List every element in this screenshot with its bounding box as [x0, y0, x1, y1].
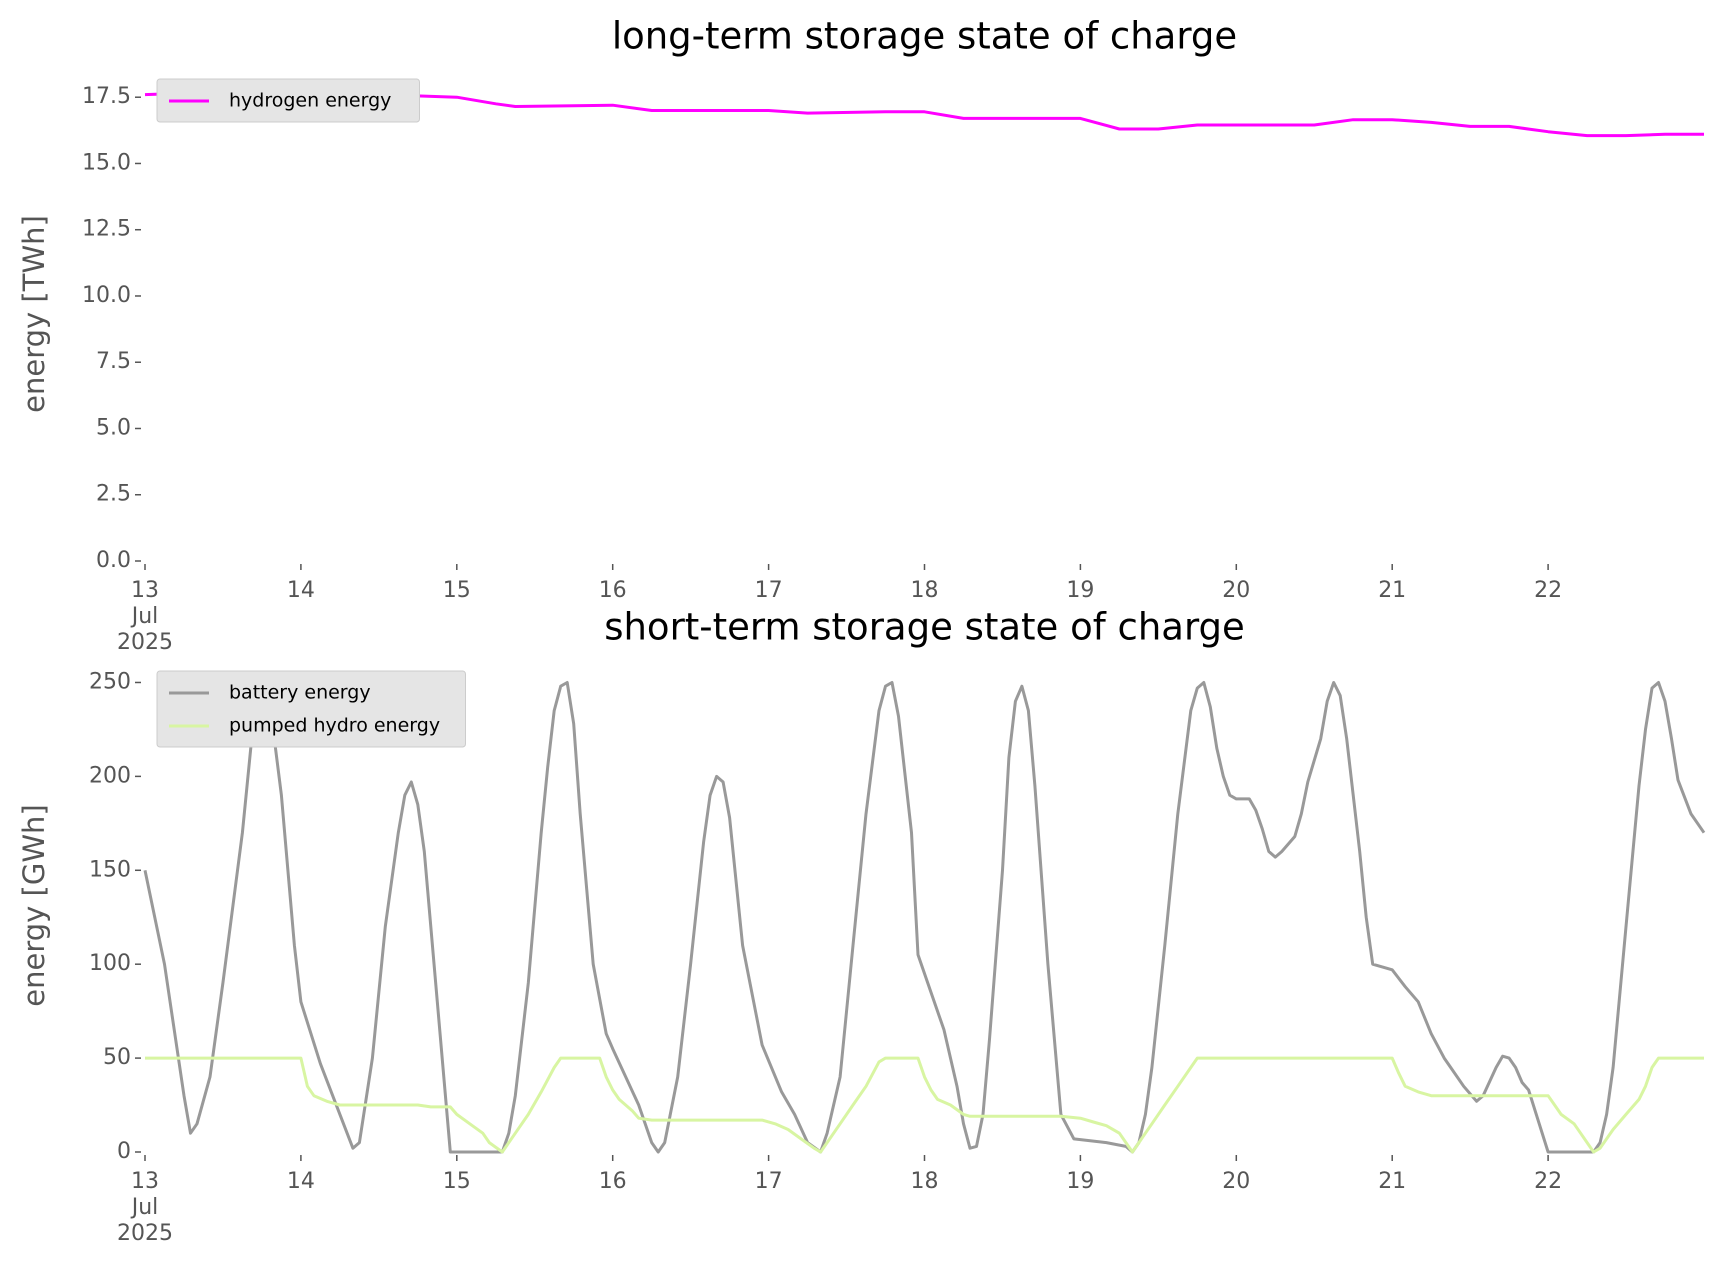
y-tick-label: 12.5 — [82, 217, 131, 242]
x-tick-label: 18 — [911, 1169, 939, 1194]
y-axis-label: energy [TWh] — [17, 215, 51, 413]
x-tick-label: 15 — [443, 1169, 471, 1194]
x-tick-label: 13 Jul 2025 — [117, 1169, 173, 1246]
x-tick-label: 17 — [755, 578, 783, 603]
y-tick-label: 5.0 — [96, 415, 131, 440]
x-tick-label: 14 — [287, 1169, 315, 1194]
legend-label: battery energy — [229, 682, 371, 704]
y-tick-label: 0.0 — [96, 548, 131, 573]
x-tick-label: 19 — [1066, 578, 1094, 603]
chart-title: long-term storage state of charge — [612, 15, 1237, 58]
x-tick-label: 13 Jul 2025 — [117, 578, 173, 655]
legend: battery energy pumped hydro energy — [156, 670, 466, 748]
x-tick-label: 21 — [1378, 578, 1406, 603]
x-tick-label: 18 — [911, 578, 939, 603]
x-tick-label: 17 — [755, 1169, 783, 1194]
x-tick-label: 22 — [1534, 578, 1562, 603]
chart-title: short-term storage state of charge — [604, 606, 1245, 649]
legend-label: pumped hydro energy — [229, 715, 440, 737]
y-tick-label: 200 — [89, 763, 131, 788]
x-tick-label: 19 — [1066, 1169, 1094, 1194]
legend: hydrogen energy — [156, 78, 420, 123]
x-tick-label: 16 — [599, 578, 627, 603]
legend-box — [156, 670, 466, 748]
y-axis-label: energy [GWh] — [17, 804, 51, 1006]
series-line — [144, 89, 1704, 138]
x-tick-label: 20 — [1222, 1169, 1250, 1194]
y-tick-label: 7.5 — [96, 349, 131, 374]
x-tick-label: 15 — [443, 578, 471, 603]
y-tick-label: 17.5 — [82, 84, 131, 109]
y-tick-label: 0 — [117, 1139, 131, 1164]
y-tick-label: 150 — [89, 857, 131, 882]
y-tick-label: 250 — [89, 669, 131, 694]
y-tick-label: 50 — [103, 1045, 131, 1070]
y-tick-label: 100 — [89, 951, 131, 976]
y-tick-label: 2.5 — [96, 482, 131, 507]
x-tick-label: 16 — [599, 1169, 627, 1194]
x-tick-label: 22 — [1534, 1169, 1562, 1194]
series-line — [143, 681, 1706, 1154]
y-tick-label: 10.0 — [82, 283, 131, 308]
x-tick-label: 14 — [287, 578, 315, 603]
legend-label: hydrogen energy — [229, 90, 391, 112]
legend-box — [156, 78, 420, 123]
series-line — [145, 1056, 1704, 1154]
y-tick-label: 15.0 — [82, 150, 131, 175]
x-tick-label: 21 — [1378, 1169, 1406, 1194]
x-tick-label: 20 — [1222, 578, 1250, 603]
